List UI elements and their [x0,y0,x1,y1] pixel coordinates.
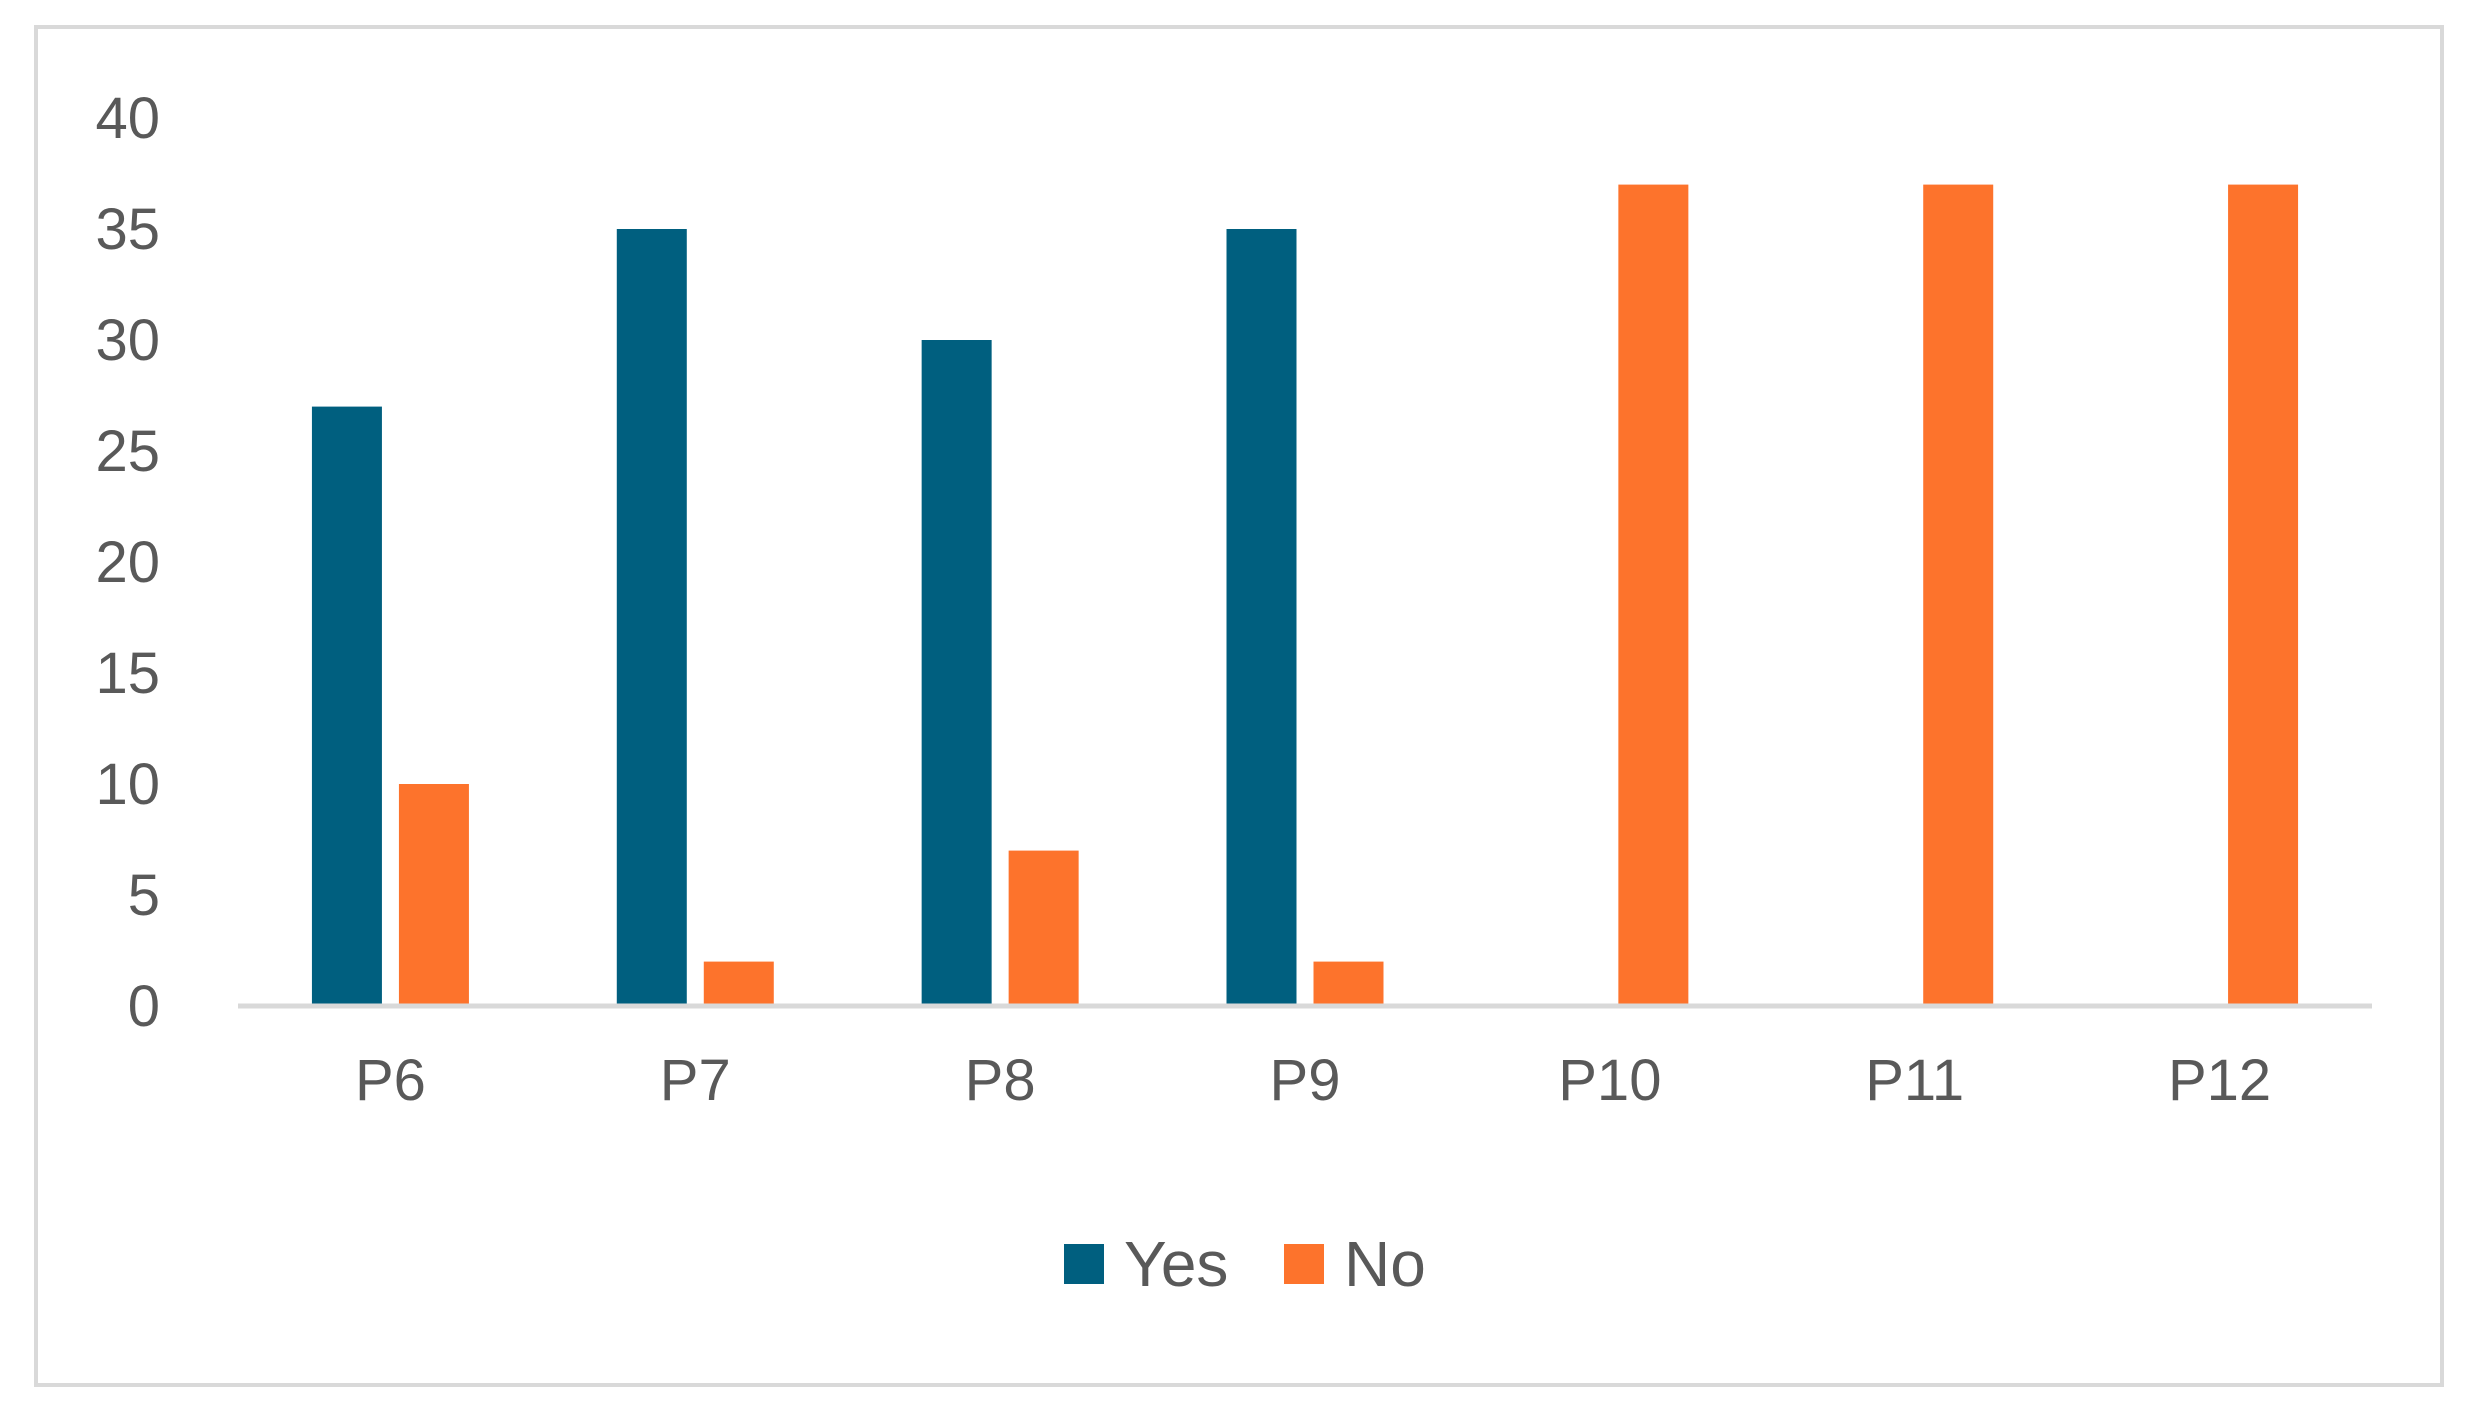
y-tick-label: 25 [95,419,160,484]
bar-no-p10 [1618,184,1689,1007]
y-tick-label: 40 [95,86,160,151]
legend-label-no: No [1344,1228,1426,1300]
x-tick-label: P10 [1558,1048,1661,1113]
y-tick-label: 30 [95,308,160,373]
x-tick-label: P11 [1865,1048,1964,1113]
bar-yes-p9 [1226,229,1297,1006]
legend-label-yes: Yes [1124,1228,1228,1300]
x-tick-label: P12 [2168,1048,2271,1113]
legend-swatch-no [1284,1244,1324,1284]
bar-yes-p6 [311,406,382,1007]
bar-no-p8 [1008,850,1079,1006]
x-tick-label: P7 [660,1048,731,1113]
bar-no-p9 [1313,961,1384,1006]
bar-no-p11 [1923,184,1994,1007]
y-tick-label: 10 [95,752,160,817]
bar-yes-p8 [921,340,992,1006]
legend: Yes No [1064,1228,1426,1300]
y-tick-label: 35 [95,197,160,262]
y-tick-label: 15 [95,641,160,706]
x-tick-label: P9 [1270,1048,1341,1113]
y-tick-label: 20 [95,530,160,595]
bar-no-p7 [703,961,774,1006]
bar-no-p6 [398,784,469,1006]
bars [311,184,2299,1007]
bar-yes-p7 [616,229,687,1006]
legend-swatch-yes [1064,1244,1104,1284]
x-tick-label: P8 [965,1048,1036,1113]
y-axis-tick-labels: 0 5 10 15 20 25 30 35 40 [95,86,160,1039]
x-tick-label: P6 [355,1048,426,1113]
x-axis-tick-labels: P6 P7 P8 P9 P10 P11 P12 [355,1048,2271,1113]
bar-no-p12 [2228,184,2299,1007]
y-tick-label: 5 [128,863,160,928]
y-tick-label: 0 [128,974,160,1039]
